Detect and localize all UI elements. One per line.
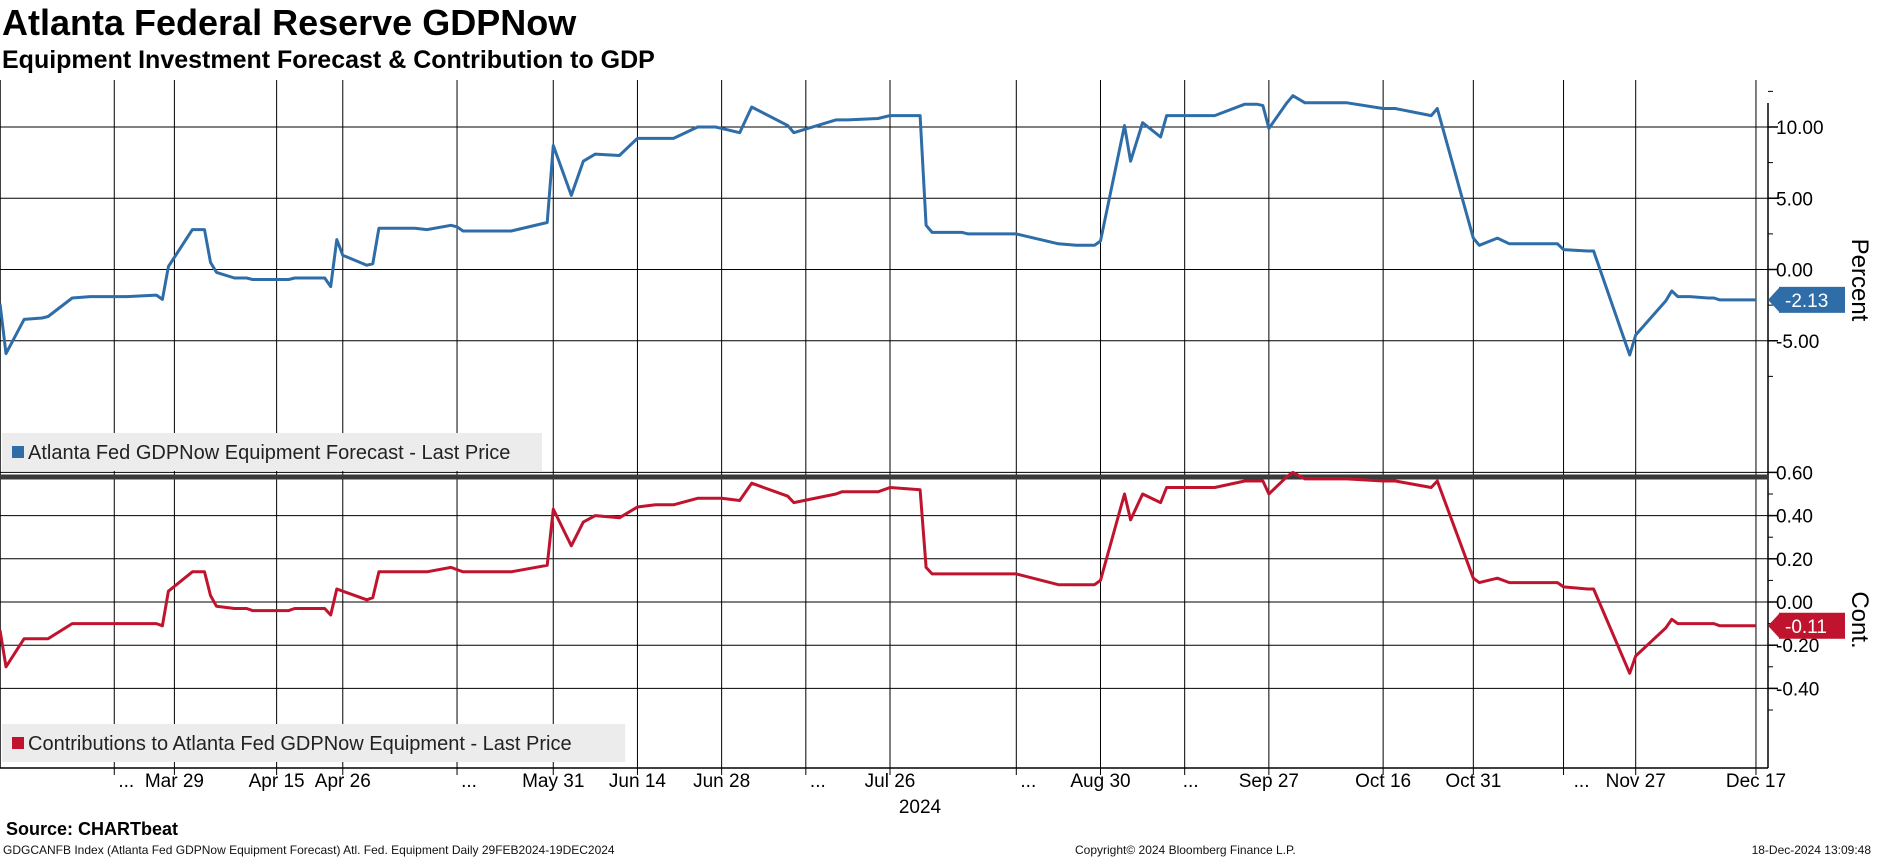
y-tick-label: 5.00 xyxy=(1776,189,1813,210)
last-value-label: -2.13 xyxy=(1785,291,1828,312)
chart-title: Atlanta Federal Reserve GDPNow xyxy=(2,2,577,43)
y-tick-label: 0.00 xyxy=(1776,261,1813,282)
x-tick-label: Sep 27 xyxy=(1239,771,1299,792)
x-axis-ellipsis: ... xyxy=(461,771,477,792)
x-axis-year-label: 2024 xyxy=(899,797,942,818)
y-axis-title-cont: Cont. xyxy=(1846,591,1873,648)
legend-swatch xyxy=(12,446,24,458)
series-layer xyxy=(0,94,1756,675)
x-tick-label: Jul 26 xyxy=(865,771,916,792)
x-axis-ellipsis: ... xyxy=(1574,771,1590,792)
x-axis-ticks: ... Mar 29 Apr 15 Apr 26... May 31 Jun 14 Jun … xyxy=(113,768,1786,792)
y-tick-label: -0.40 xyxy=(1776,679,1819,700)
x-axis-ellipsis: ... xyxy=(810,771,826,792)
y-tick-label: 0.60 xyxy=(1776,463,1813,484)
footer-timestamp: 18-Dec-2024 13:09:48 xyxy=(1751,843,1871,857)
x-tick-label: Apr 26 xyxy=(315,771,371,792)
x-tick-label: May 31 xyxy=(522,771,584,792)
last-value-badge xyxy=(1779,286,1845,313)
legend-label: Atlanta Fed GDPNow Equipment Forecast - … xyxy=(28,442,510,464)
legend-box xyxy=(2,433,542,471)
series-line xyxy=(0,94,1756,357)
y-tick-label: 10.00 xyxy=(1776,118,1824,139)
y-tick-label: -0.20 xyxy=(1776,636,1819,657)
x-tick-label: Aug 30 xyxy=(1070,771,1130,792)
x-tick-label: Apr 15 xyxy=(249,771,305,792)
x-tick-label: Oct 31 xyxy=(1445,771,1501,792)
legend-box xyxy=(2,724,626,762)
x-axis-ellipsis: ... xyxy=(118,771,134,792)
last-value-label: -0.11 xyxy=(1785,617,1827,638)
series-line xyxy=(0,470,1756,675)
y-tick-label: -5.00 xyxy=(1776,332,1819,353)
legend-label: Contributions to Atlanta Fed GDPNow Equi… xyxy=(28,733,572,755)
y-axis-ticks: 10.005.000.00-5.000.600.400.200.00-0.20-… xyxy=(1768,90,1824,711)
x-axis-ellipsis: ... xyxy=(1183,771,1199,792)
last-value-badge xyxy=(1779,612,1845,639)
y-axis-title-percent: Percent xyxy=(1846,239,1873,322)
y-tick-label: 0.40 xyxy=(1776,507,1813,528)
last-value-badges: -2.13 -0.11 xyxy=(1768,286,1845,639)
plot-frame xyxy=(0,80,1769,769)
x-tick-label: Jun 14 xyxy=(609,771,666,792)
footer-ticker-info: GDGCANFB Index (Atlanta Fed GDPNow Equip… xyxy=(3,843,615,857)
x-tick-label: Mar 29 xyxy=(145,771,204,792)
x-tick-label: Jun 28 xyxy=(693,771,750,792)
x-tick-label: Dec 17 xyxy=(1726,771,1786,792)
last-value-pointer xyxy=(1768,286,1780,313)
y-tick-label: 0.20 xyxy=(1776,550,1813,571)
y-tick-label: 0.00 xyxy=(1776,593,1813,614)
source-label: Source: CHARTbeat xyxy=(6,819,179,839)
x-tick-label: Nov 27 xyxy=(1606,771,1666,792)
legends: Atlanta Fed GDPNow Equipment Forecast - … xyxy=(2,433,626,762)
chart-subtitle: Equipment Investment Forecast & Contribu… xyxy=(2,46,655,74)
footer-copyright: Copyright© 2024 Bloomberg Finance L.P. xyxy=(1075,843,1296,857)
legend-swatch xyxy=(12,737,24,749)
x-tick-label: Oct 16 xyxy=(1355,771,1411,792)
x-axis-ellipsis: ... xyxy=(1020,771,1036,792)
last-value-pointer xyxy=(1768,612,1780,639)
gridlines xyxy=(0,80,1768,768)
